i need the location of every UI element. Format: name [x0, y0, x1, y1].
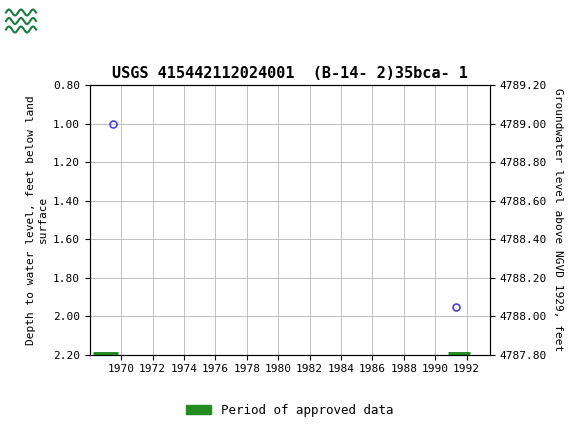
Text: USGS 415442112024001  (B-14- 2)35bca- 1: USGS 415442112024001 (B-14- 2)35bca- 1 — [112, 66, 468, 81]
Bar — [4, 4, 38, 38]
Y-axis label: Depth to water level, feet below land
surface: Depth to water level, feet below land su… — [26, 95, 48, 345]
Y-axis label: Groundwater level above NGVD 1929, feet: Groundwater level above NGVD 1929, feet — [553, 88, 563, 351]
Text: USGS: USGS — [43, 12, 103, 31]
Legend: Period of approved data: Period of approved data — [181, 399, 399, 421]
